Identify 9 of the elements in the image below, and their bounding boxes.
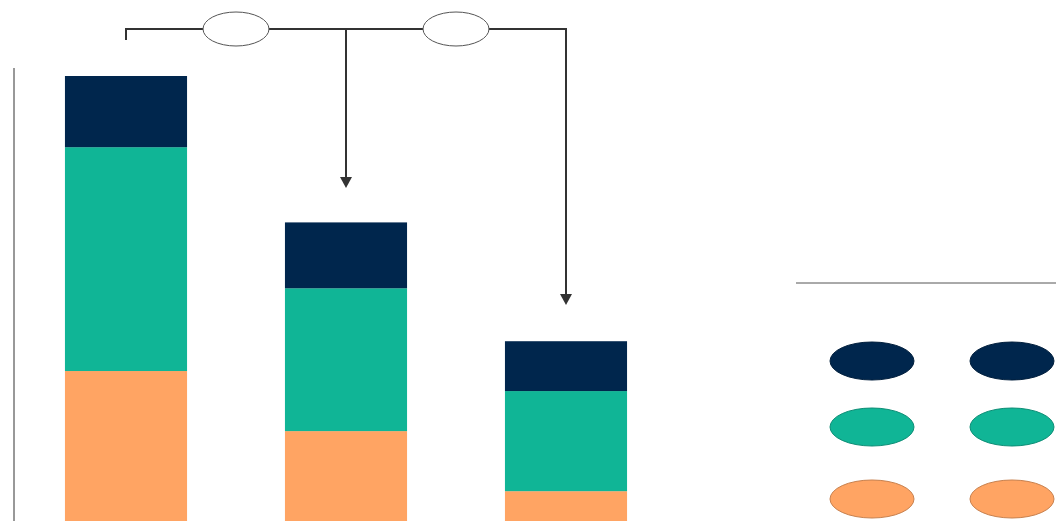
bar [504, 491, 628, 521]
bar [504, 391, 628, 492]
bar [64, 76, 188, 148]
bar [284, 222, 408, 289]
bar [64, 371, 188, 521]
bar [504, 341, 628, 392]
bar [284, 431, 408, 521]
bar [64, 147, 188, 372]
bar [284, 288, 408, 432]
